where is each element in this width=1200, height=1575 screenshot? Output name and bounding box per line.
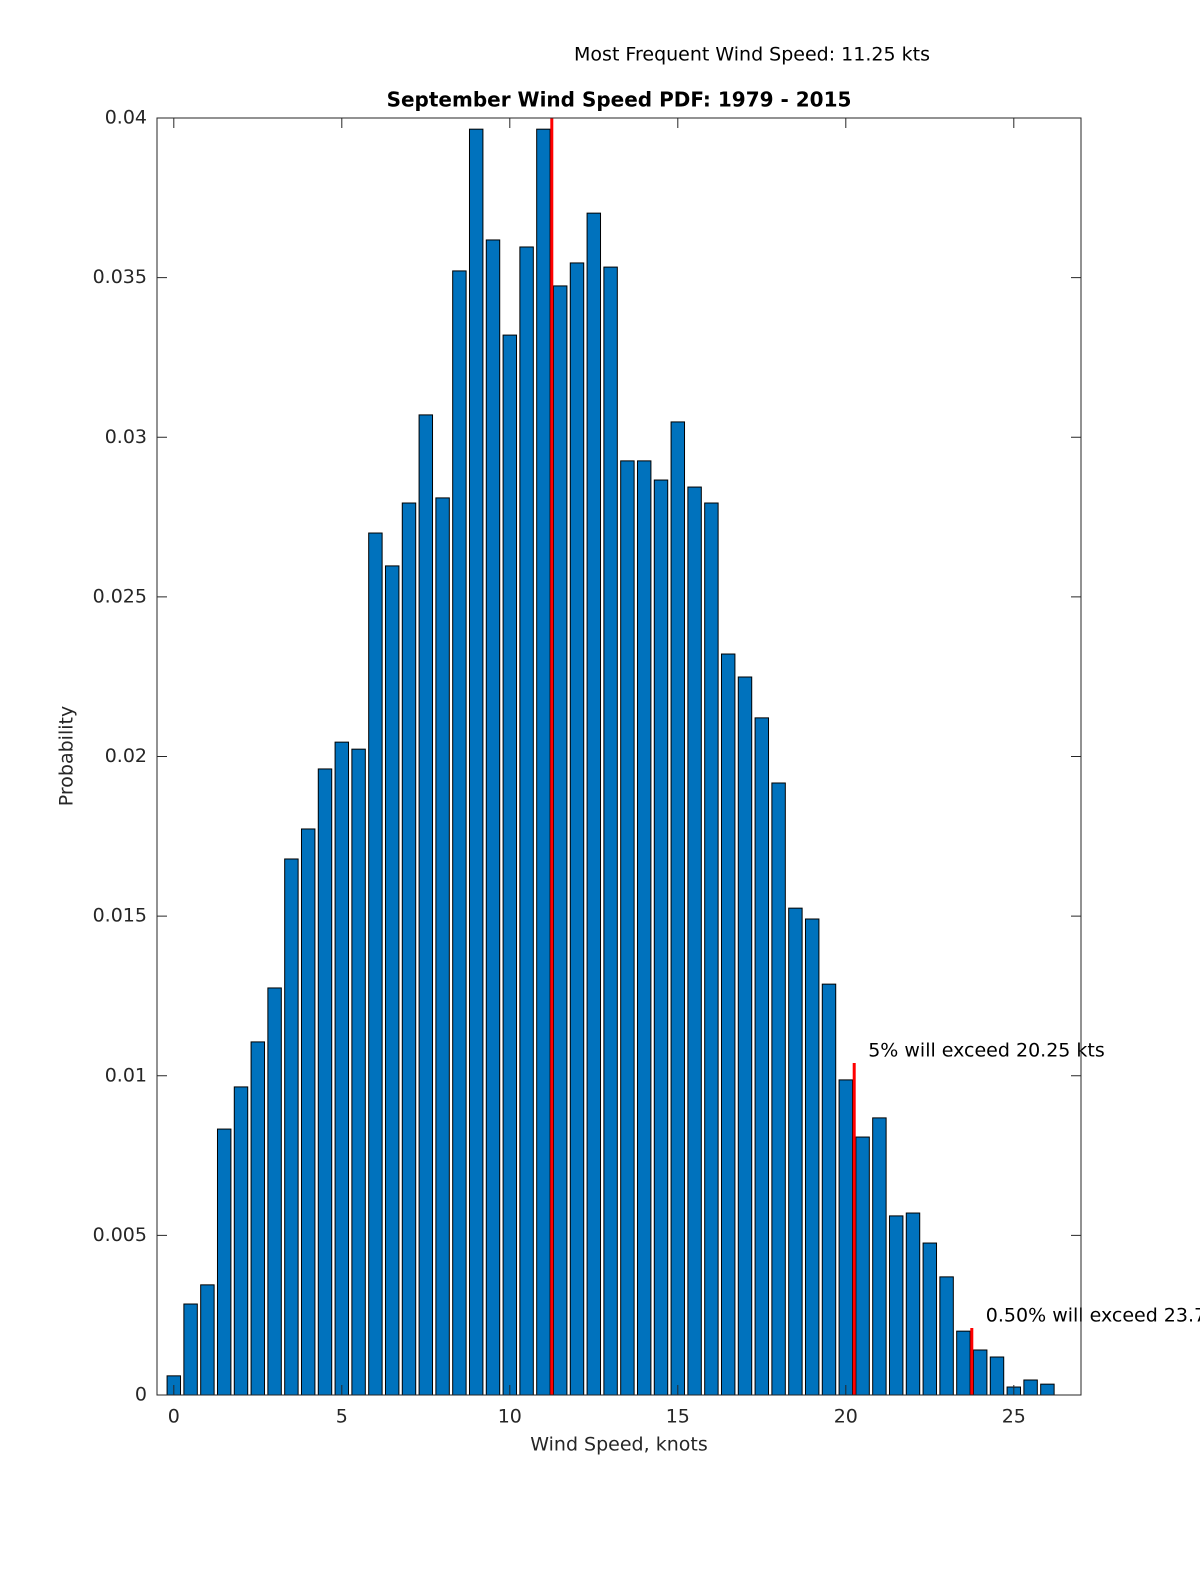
bar (788, 907, 803, 1396)
y-tick-label: 0.015 (93, 905, 147, 927)
y-tick-label: 0.02 (105, 745, 147, 767)
x-tick-label: 5 (336, 1406, 348, 1428)
bar (485, 239, 501, 1396)
bar (334, 741, 350, 1396)
bar (687, 486, 702, 1396)
bar (855, 1136, 870, 1396)
bar (888, 1215, 904, 1396)
y-axis-label: Probability (56, 706, 78, 806)
bar (183, 1303, 198, 1396)
bar (569, 262, 585, 1396)
x-tick-label: 0 (168, 1406, 180, 1428)
bar (317, 768, 333, 1396)
y-tick-label: 0.035 (93, 266, 147, 288)
bar (939, 1276, 954, 1396)
annotation: 0.50% will exceed 23.75 kts (986, 1304, 1200, 1326)
annotation: 5% will exceed 20.25 kts (868, 1039, 1105, 1061)
bar (233, 1086, 249, 1396)
bar (502, 334, 518, 1396)
bar (720, 653, 736, 1396)
bar (384, 565, 400, 1396)
bar (821, 983, 837, 1396)
bar (956, 1330, 971, 1396)
bar (300, 828, 316, 1396)
bar (620, 460, 635, 1396)
y-tick-label: 0.01 (105, 1064, 147, 1086)
bar (804, 918, 820, 1396)
bar (284, 858, 299, 1396)
x-tick-label: 15 (666, 1406, 690, 1428)
bar (704, 502, 719, 1396)
x-tick-label: 10 (498, 1406, 522, 1428)
y-tick-label: 0.025 (93, 585, 147, 607)
bar (418, 414, 434, 1396)
bar (519, 246, 534, 1396)
bar (653, 479, 669, 1396)
annotation: Most Frequent Wind Speed: 11.25 kts (574, 44, 930, 66)
bar (452, 270, 467, 1396)
bar (922, 1242, 938, 1396)
y-tick-label: 0 (135, 1384, 147, 1406)
bar (989, 1356, 1005, 1396)
bar (401, 502, 417, 1396)
bar (754, 717, 770, 1396)
y-tick-label: 0.005 (93, 1224, 147, 1246)
y-tick-label: 0.03 (105, 426, 147, 448)
bar (368, 532, 383, 1396)
y-tick-label: 0.04 (105, 107, 147, 129)
bar (351, 748, 366, 1396)
bar (468, 128, 484, 1396)
bar (972, 1349, 988, 1396)
bar (250, 1041, 266, 1396)
chart-title: September Wind Speed PDF: 1979 - 2015 (387, 88, 852, 112)
x-tick-label: 20 (834, 1406, 858, 1428)
bar (838, 1079, 854, 1396)
bar (586, 212, 602, 1396)
bar (670, 421, 686, 1396)
bar (1040, 1383, 1055, 1396)
bar (771, 782, 786, 1396)
bar (737, 676, 753, 1396)
bar (552, 285, 568, 1396)
bar (536, 128, 551, 1396)
x-tick-label: 25 (1002, 1406, 1026, 1428)
bar (603, 266, 618, 1396)
bar (435, 497, 450, 1396)
bar (905, 1212, 921, 1396)
bar (872, 1117, 887, 1396)
bar (267, 987, 282, 1396)
bar (216, 1128, 232, 1396)
x-axis-label: Wind Speed, knots (530, 1434, 707, 1456)
bar (1023, 1379, 1038, 1396)
bar (200, 1284, 215, 1396)
bar (636, 460, 652, 1396)
